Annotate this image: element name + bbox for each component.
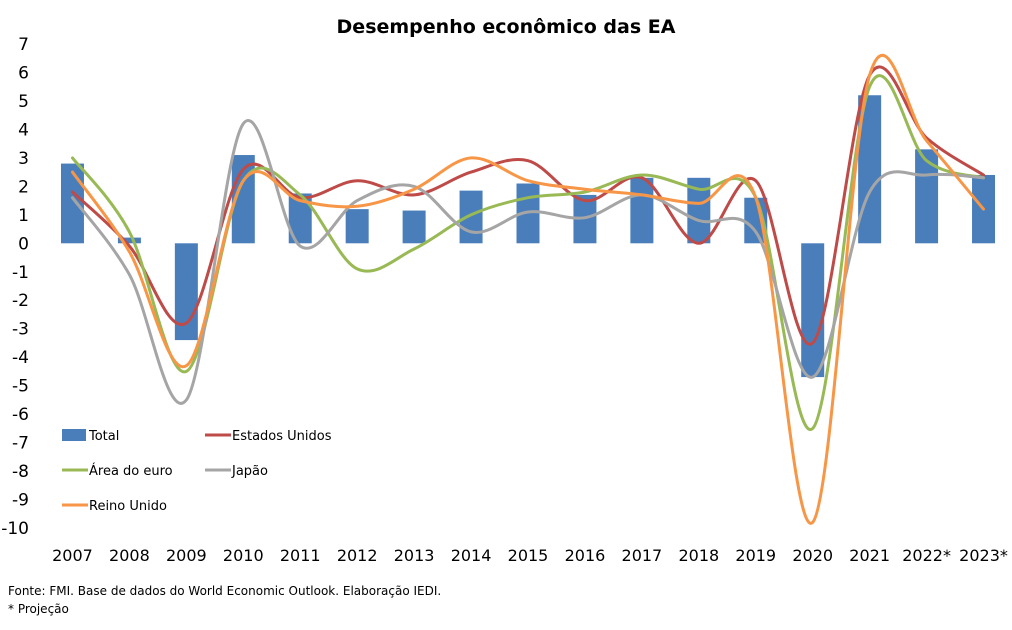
bar-total xyxy=(687,177,711,244)
legend-label-total: Total xyxy=(88,429,119,444)
y-tick-label: 5 xyxy=(18,92,29,112)
y-tick-label: -7 xyxy=(12,434,29,454)
y-tick-label: 1 xyxy=(18,206,29,226)
legend-label-estados-unidos: Estados Unidos xyxy=(232,429,332,444)
y-tick-label: -5 xyxy=(12,377,29,397)
line-reino-unido xyxy=(71,54,985,525)
y-tick-label: -6 xyxy=(12,405,29,425)
x-tick-label: 2020 xyxy=(792,546,833,565)
line-series xyxy=(71,54,985,525)
x-tick-label: 2013 xyxy=(394,546,435,565)
bar-total xyxy=(801,243,825,378)
x-tick-label: 2016 xyxy=(565,546,606,565)
chart-title: Desempenho econômico das EA xyxy=(337,16,676,38)
x-axis: 2007 2008 2009 2010 2011 2012 2013 2014 2015 2016… xyxy=(52,546,1008,565)
y-tick-label: 6 xyxy=(18,63,29,83)
x-tick-label: 2021 xyxy=(849,546,890,565)
x-tick-label: 2015 xyxy=(508,546,549,565)
bar-total xyxy=(174,243,198,341)
y-tick-label: 4 xyxy=(18,120,29,140)
x-tick-label: 2012 xyxy=(337,546,378,565)
x-tick-label: 2023* xyxy=(959,546,1008,565)
y-tick-label: -4 xyxy=(12,348,29,368)
y-tick-label: -3 xyxy=(12,320,29,340)
x-tick-label: 2014 xyxy=(451,546,492,565)
legend-label-area-do-euro: Área do euro xyxy=(89,463,173,479)
y-tick-label: -10 xyxy=(1,519,29,539)
y-axis: 7 6 5 4 3 2 1 0 -1 -2 -3 -4 -5 -6 -7 -8 -9 -10 xyxy=(1,35,29,539)
bar-total xyxy=(345,209,369,244)
x-tick-label: 2022* xyxy=(902,546,951,565)
legend-swatch-total xyxy=(62,429,86,441)
source-note: Fonte: FMI. Base de dados do World Econo… xyxy=(8,584,442,598)
y-tick-label: -1 xyxy=(12,263,29,283)
chart-area: Desempenho econômico das EA 7 6 5 4 3 2 1 0 -1 -2… xyxy=(1,16,1008,565)
x-tick-label: 2010 xyxy=(223,546,264,565)
bar-total xyxy=(402,210,426,244)
bar-total xyxy=(288,193,312,244)
bar-total xyxy=(630,177,654,244)
y-tick-label: 3 xyxy=(18,149,29,169)
line-japao xyxy=(71,119,985,405)
x-tick-label: 2008 xyxy=(109,546,150,565)
y-tick-label: 0 xyxy=(18,234,29,254)
bar-total xyxy=(915,149,939,244)
x-tick-label: 2011 xyxy=(280,546,321,565)
legend-label-reino-unido: Reino Unido xyxy=(89,499,167,514)
y-tick-label: -8 xyxy=(12,462,29,482)
projection-note: * Projeção xyxy=(8,602,69,616)
y-tick-label: 2 xyxy=(18,177,29,197)
bar-total xyxy=(117,237,141,244)
x-tick-label: 2009 xyxy=(166,546,207,565)
bar-total xyxy=(459,190,483,244)
x-tick-label: 2017 xyxy=(622,546,663,565)
y-tick-label: 7 xyxy=(18,35,29,55)
x-tick-label: 2019 xyxy=(735,546,776,565)
x-tick-label: 2007 xyxy=(52,546,93,565)
legend-label-japao: Japão xyxy=(231,464,268,479)
x-tick-label: 2018 xyxy=(678,546,719,565)
y-tick-label: -9 xyxy=(12,491,29,511)
y-tick-label: -2 xyxy=(12,291,29,311)
bar-total xyxy=(60,163,84,244)
legend: Total Estados Unidos Área do euro Japão Rein… xyxy=(62,429,332,514)
